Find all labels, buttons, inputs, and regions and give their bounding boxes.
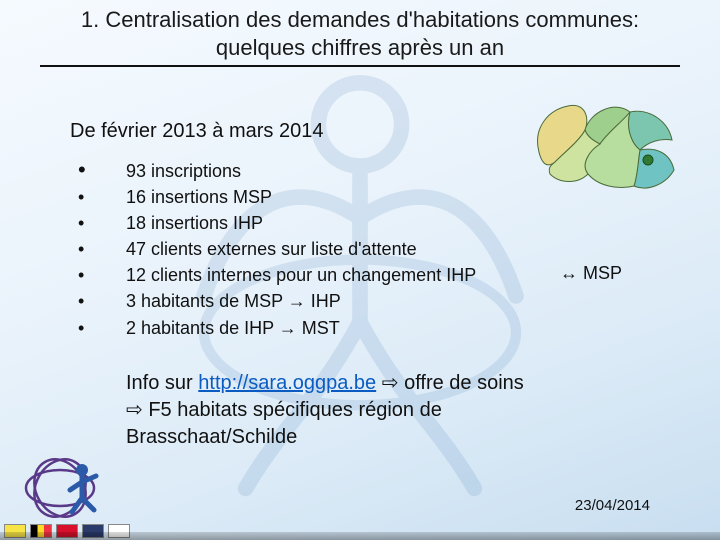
footer-shadow [0,532,720,540]
subheading: De février 2013 à mars 2014 [70,120,323,143]
bullet-text: 47 clients externes sur liste d'attente [126,236,476,262]
info-text: offre de soins [404,372,524,394]
bullet-item: • 16 insertions MSP [78,184,476,210]
bullet-marker-icon: • [78,288,126,314]
bullet-text: 16 insertions MSP [126,184,476,210]
region-map [530,92,680,202]
bullet-text: 3 habitants de MSP → IHP [126,288,476,314]
bullet-marker-icon: • [78,158,126,182]
bullet-item: • 18 insertions IHP [78,210,476,236]
bullet-item: • 93 inscriptions [78,158,476,184]
arrow-right-icon: ⇨ [382,372,399,394]
bullet-marker-icon: • [78,184,126,210]
bullet-marker-icon: • [78,236,126,262]
side-label: ↔ MSP [560,263,622,284]
organization-logo-icon [20,442,120,522]
bullet-item: • 2 habitants de IHP → MST [78,315,476,341]
slide-date: 23/04/2014 [575,497,650,514]
info-prefix: Info sur [126,372,198,394]
info-block: Info sur http://sara.oggpa.be ⇨ offre de… [126,370,580,451]
map-marker-icon [643,155,653,165]
slide-title: 1. Centralisation des demandes d'habitat… [40,6,680,67]
bullet-marker-icon: • [78,210,126,236]
arrow-right-icon: ⇨ [126,399,143,421]
info-text: Brasschaat/Schilde [126,426,297,448]
bullet-item: • 12 clients internes pour un changement… [78,262,476,288]
title-line-2: quelques chiffres après un an [40,34,680,62]
slide: 1. Centralisation des demandes d'habitat… [0,0,720,540]
bullet-text: 93 inscriptions [126,158,476,184]
bullet-item: • 3 habitants de MSP → IHP [78,288,476,314]
bullet-list: • 93 inscriptions • 16 insertions MSP • … [78,158,476,341]
bullet-marker-icon: • [78,262,126,288]
bullet-text: 12 clients internes pour un changement I… [126,262,476,288]
info-link[interactable]: http://sara.oggpa.be [198,372,376,394]
bullet-item: • 47 clients externes sur liste d'attent… [78,236,476,262]
bullet-text: 2 habitants de IHP → MST [126,315,476,341]
info-text: F5 habitats spécifiques région de [148,399,442,421]
title-line-1: 1. Centralisation des demandes d'habitat… [40,6,680,34]
title-underline [40,65,680,67]
bullet-text: 18 insertions IHP [126,210,476,236]
bullet-marker-icon: • [78,315,126,341]
